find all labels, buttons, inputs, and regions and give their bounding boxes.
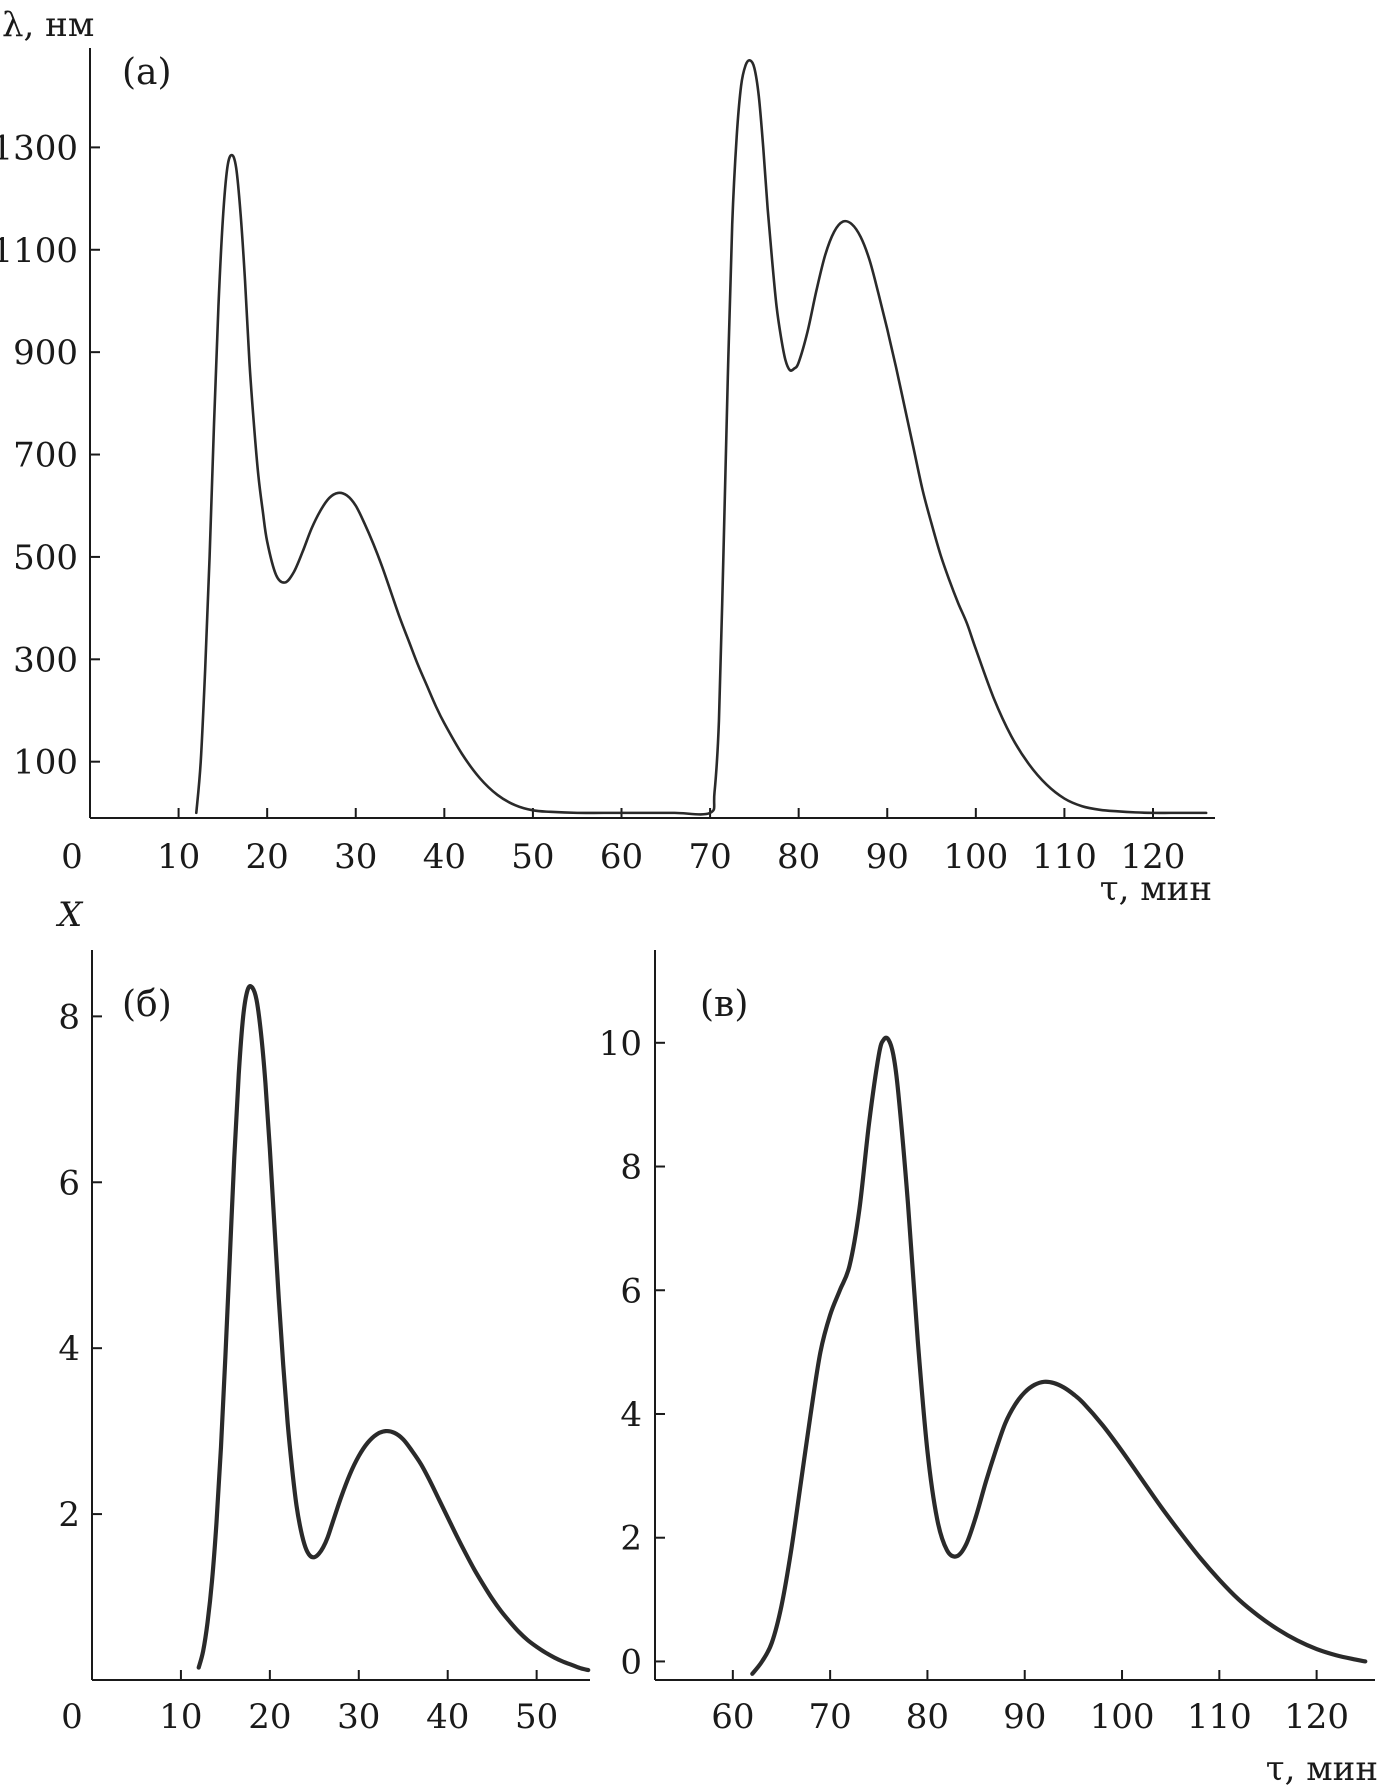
- chart-a-x-tick-label: 40: [423, 837, 466, 877]
- chart-c-y-tick-label: 0: [620, 1642, 642, 1682]
- chart-a-x-tick-label: 80: [777, 837, 820, 877]
- chart-a-y-tick-label: 1100: [0, 231, 78, 271]
- chart-b-x-tick-label: 30: [337, 1697, 380, 1737]
- chart-c-y-tick-label: 2: [620, 1519, 642, 1559]
- chart-panel-b: X (б) 0 10 20 30 40 50 2 4 6 8: [55, 895, 591, 1737]
- chart-b-panel-label: (б): [122, 984, 172, 1025]
- chart-a-y-tick-label: 100: [13, 743, 78, 783]
- chart-a-x-tick-label: 90: [866, 837, 909, 877]
- chart-a-x-tick-label: 0: [61, 837, 83, 877]
- chart-a-panel-label: (a): [122, 52, 172, 93]
- chart-c-series-line-0: [750, 1035, 1368, 1676]
- chart-b-series: [196, 984, 591, 1673]
- chart-b-x-ticks: 0 10 20 30 40 50: [61, 1670, 558, 1737]
- chart-a-y-axis-label: λ, нм: [2, 5, 94, 45]
- chart-c-x-tick-label: 80: [906, 1697, 949, 1737]
- chart-b-y-tick-label: 6: [58, 1163, 80, 1203]
- chart-c-x-tick-label: 60: [711, 1697, 754, 1737]
- chart-c-x-axis-label: τ, мин: [1266, 1749, 1378, 1788]
- chart-a-y-tick-label: 500: [13, 538, 78, 578]
- chart-b-y-tick-label: 2: [58, 1495, 80, 1535]
- chart-a-y-tick-label: 700: [13, 436, 78, 476]
- chart-a-x-axis-label: τ, мин: [1100, 869, 1212, 909]
- chart-c-y-tick-label: 4: [620, 1395, 642, 1435]
- chart-a-x-tick-label: 60: [600, 837, 643, 877]
- chart-a-x-tick-label: 110: [1032, 837, 1097, 877]
- chart-a-x-tick-label: 120: [1121, 837, 1186, 877]
- chart-b-x-tick-label: 50: [515, 1697, 558, 1737]
- chart-c-panel-label: (в): [700, 984, 748, 1025]
- chart-a-axes: [89, 48, 1215, 819]
- chart-c-x-tick-label: 120: [1284, 1697, 1349, 1737]
- chart-a-y-tick-label: 300: [13, 640, 78, 680]
- chart-c-y-tick-label: 8: [620, 1148, 642, 1188]
- chart-panel-c: (в) τ, мин 60 70 80 90 100 110 120 0 2 4 6 8 10: [599, 950, 1378, 1788]
- chart-a-x-tick-label: 10: [157, 837, 200, 877]
- chart-c-axes: [654, 950, 1375, 1681]
- chart-a-x-tick-label: 30: [334, 837, 377, 877]
- chart-a-y-tick-label: 900: [13, 333, 78, 373]
- chart-a-y-ticks: 100 300 500 700 900 1100 1300: [0, 128, 100, 783]
- chart-b-y-tick-label: 8: [58, 997, 80, 1037]
- chart-c-x-tick-label: 70: [809, 1697, 852, 1737]
- chart-b-x-tick-label: 20: [248, 1697, 291, 1737]
- chart-c-y-ticks: 0 2 4 6 8 10: [599, 1024, 665, 1682]
- chart-a-y-tick-label: 1300: [0, 128, 78, 168]
- chart-a-series: [195, 58, 1208, 816]
- chart-b-series-line-0: [196, 984, 591, 1673]
- chart-c-x-tick-label: 100: [1090, 1697, 1155, 1737]
- chart-c-series: [750, 1035, 1368, 1676]
- chart-b-x-tick-label: 0: [61, 1697, 83, 1737]
- chart-b-x-tick-label: 10: [159, 1697, 202, 1737]
- chart-b-y-axis-label: X: [55, 895, 84, 935]
- chart-c-x-tick-label: 90: [1003, 1697, 1046, 1737]
- chart-a-series-line-0: [195, 58, 1208, 816]
- chart-c-x-tick-label: 110: [1187, 1697, 1252, 1737]
- chart-a-x-tick-label: 50: [511, 837, 554, 877]
- chart-b-x-tick-label: 40: [426, 1697, 469, 1737]
- chart-panel-a: λ, нм (a) τ, мин 0 10 20 30 40 50 60 70 80 90 100 1…: [0, 5, 1215, 909]
- chart-c-y-tick-label: 6: [620, 1271, 642, 1311]
- chart-b-y-ticks: 2 4 6 8: [58, 997, 102, 1535]
- chart-a-x-tick-label: 100: [943, 837, 1008, 877]
- chart-c-y-tick-label: 10: [599, 1024, 642, 1064]
- chart-b-y-tick-label: 4: [58, 1329, 80, 1369]
- chart-b-axes: [91, 950, 590, 1681]
- chart-a-x-ticks: 0 10 20 30 40 50 60 70 80 90 100 110 120: [61, 808, 1185, 877]
- chart-c-x-ticks: 60 70 80 90 100 110 120: [711, 1670, 1349, 1737]
- chart-a-x-tick-label: 70: [688, 837, 731, 877]
- chart-a-x-tick-label: 20: [246, 837, 289, 877]
